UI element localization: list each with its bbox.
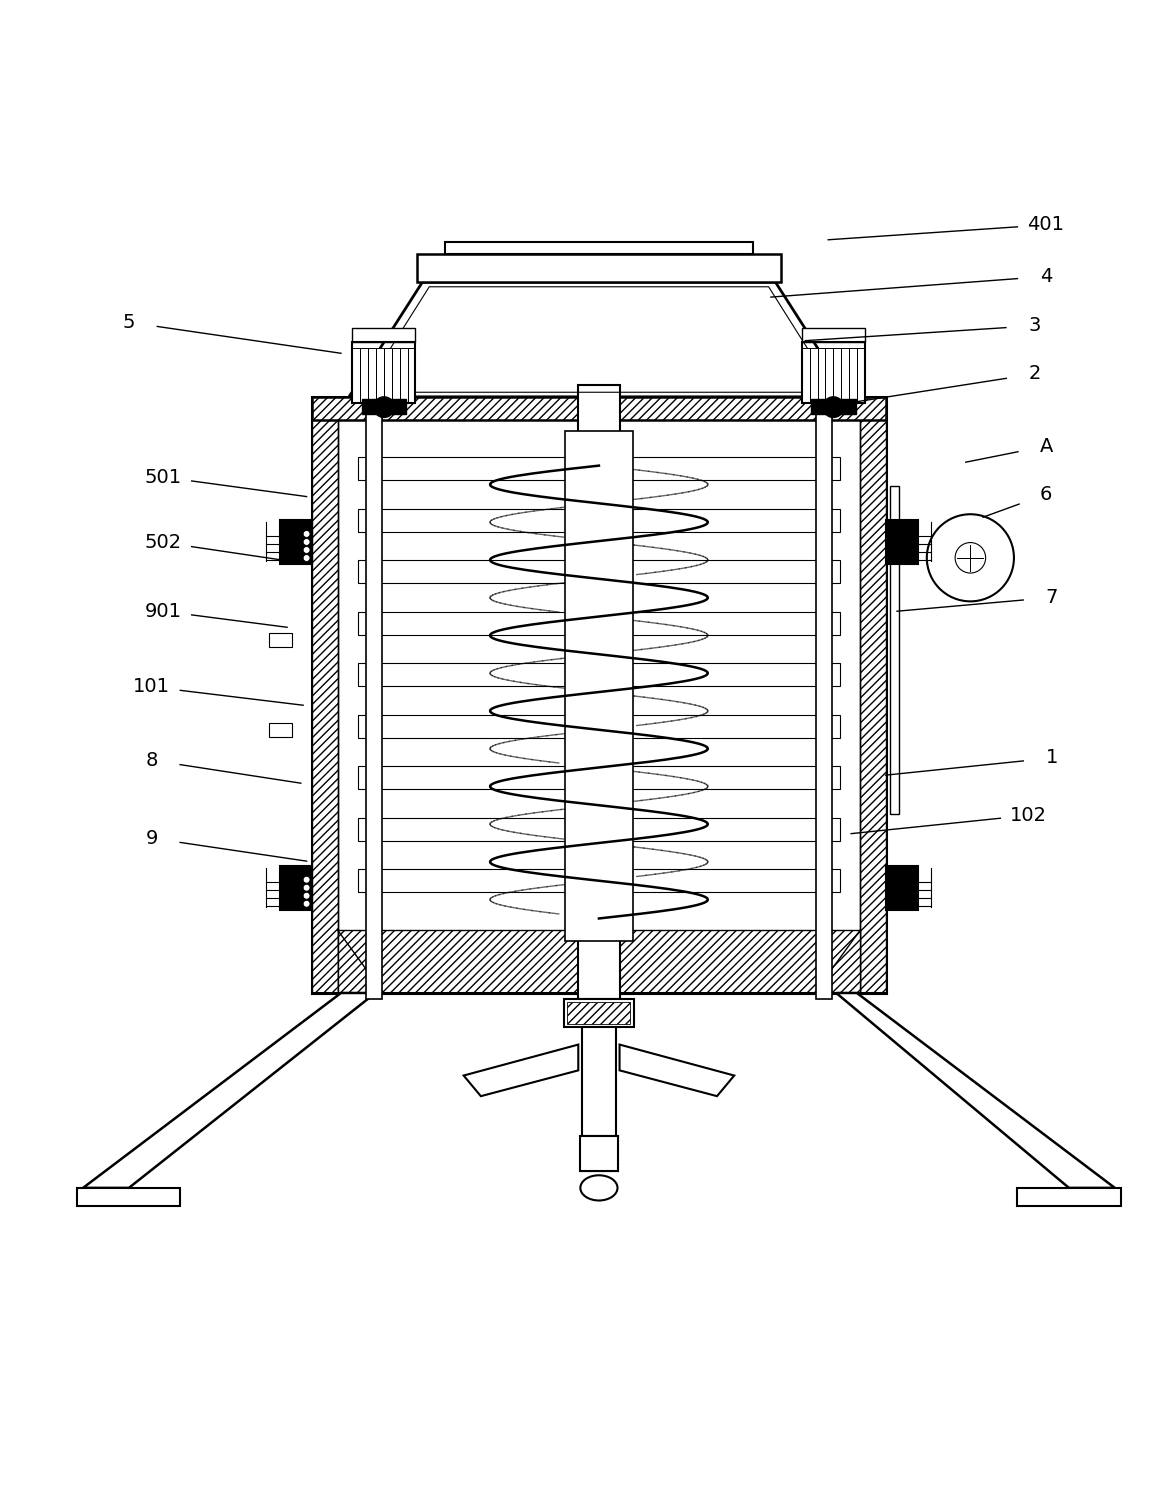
Bar	[890, 487, 900, 814]
Bar	[338, 930, 861, 993]
Bar	[362, 399, 407, 414]
Bar	[358, 766, 573, 790]
Text: 4: 4	[1040, 267, 1052, 287]
Bar	[358, 715, 573, 738]
Bar	[818, 348, 826, 403]
Bar	[1017, 1188, 1121, 1206]
Bar	[833, 348, 841, 403]
Circle shape	[373, 397, 394, 418]
Bar	[77, 1188, 181, 1206]
Bar	[857, 348, 865, 403]
Bar	[582, 1027, 616, 1136]
Bar	[358, 560, 573, 584]
Bar	[568, 1002, 630, 1024]
Bar	[802, 348, 810, 403]
Polygon shape	[349, 282, 849, 397]
Bar	[358, 663, 573, 687]
Bar	[802, 342, 865, 403]
Bar	[312, 397, 886, 420]
Polygon shape	[620, 1045, 734, 1096]
Text: 6: 6	[1040, 485, 1052, 503]
Text: 7: 7	[1046, 588, 1058, 608]
Text: 501: 501	[145, 467, 182, 487]
Bar	[564, 999, 634, 1027]
Bar	[366, 363, 382, 999]
Bar	[626, 663, 840, 687]
Bar	[268, 723, 291, 736]
Text: 3: 3	[1029, 317, 1040, 336]
Bar	[353, 348, 361, 403]
Bar	[826, 348, 833, 403]
Bar	[581, 1136, 617, 1171]
Bar	[626, 766, 840, 790]
Bar	[358, 612, 573, 635]
Bar	[626, 457, 840, 481]
Bar	[841, 348, 849, 403]
Bar	[886, 520, 918, 564]
Polygon shape	[463, 1045, 578, 1096]
Bar	[626, 715, 840, 738]
Bar	[626, 509, 840, 532]
Text: 101: 101	[134, 678, 170, 696]
Bar	[312, 397, 886, 993]
Bar	[816, 363, 832, 999]
Bar	[280, 520, 312, 564]
Text: 5: 5	[122, 314, 135, 331]
Text: 502: 502	[145, 533, 182, 552]
Bar	[361, 348, 369, 403]
Circle shape	[303, 893, 310, 899]
Bar	[369, 348, 376, 403]
Text: 9: 9	[145, 829, 158, 848]
Circle shape	[303, 876, 310, 884]
Bar	[358, 869, 573, 893]
Circle shape	[303, 884, 310, 891]
Bar	[312, 397, 338, 993]
Ellipse shape	[581, 1175, 617, 1200]
Bar	[810, 348, 818, 403]
Circle shape	[303, 539, 310, 545]
Circle shape	[303, 530, 310, 537]
Polygon shape	[836, 993, 1115, 1188]
Bar	[849, 348, 857, 403]
Bar	[626, 612, 840, 635]
Text: A: A	[1039, 436, 1053, 455]
Text: 401: 401	[1028, 215, 1064, 234]
Bar	[578, 385, 620, 999]
Text: 901: 901	[145, 602, 182, 621]
Bar	[886, 866, 918, 909]
Bar	[376, 348, 384, 403]
Text: 2: 2	[1029, 364, 1040, 384]
Text: 1: 1	[1046, 748, 1058, 767]
Bar	[626, 818, 840, 841]
Bar	[626, 560, 840, 584]
Bar	[446, 242, 752, 254]
Circle shape	[303, 546, 310, 554]
Text: 8: 8	[145, 751, 158, 770]
Circle shape	[823, 397, 843, 418]
Polygon shape	[83, 993, 376, 1188]
Bar	[861, 397, 886, 993]
Bar	[626, 869, 840, 893]
Bar	[268, 633, 291, 648]
Bar	[564, 431, 634, 942]
Text: 102: 102	[1010, 806, 1047, 824]
Bar	[400, 348, 408, 403]
Circle shape	[303, 554, 310, 561]
Circle shape	[303, 900, 310, 908]
Bar	[408, 348, 416, 403]
Bar	[802, 328, 865, 342]
Bar	[353, 342, 416, 403]
Bar	[811, 399, 856, 414]
Bar	[353, 328, 416, 342]
Bar	[280, 866, 312, 909]
Bar	[358, 818, 573, 841]
Bar	[358, 457, 573, 481]
Bar	[417, 254, 781, 282]
Bar	[392, 348, 400, 403]
Bar	[358, 509, 573, 532]
Bar	[384, 348, 392, 403]
